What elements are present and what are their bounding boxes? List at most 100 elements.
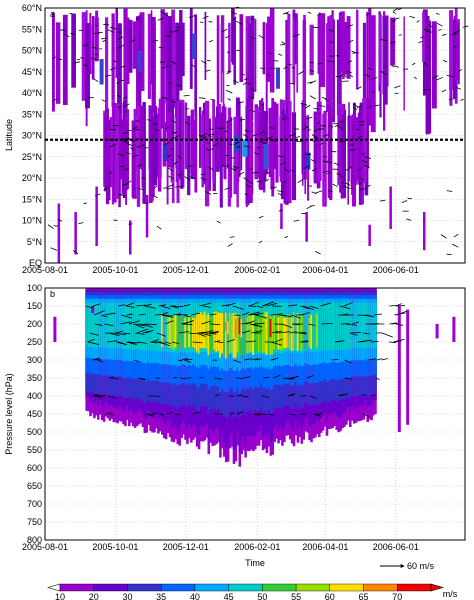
wind-vector xyxy=(452,45,457,48)
wind-streak xyxy=(455,21,460,81)
y-tick-label: 25°N xyxy=(22,152,42,162)
wind-streak xyxy=(150,116,154,187)
colorbar-cell xyxy=(59,583,94,592)
wind-cell xyxy=(180,313,183,349)
wind-streak xyxy=(339,118,344,183)
wind-vector xyxy=(258,240,263,244)
wind-vector xyxy=(453,233,459,238)
wind-vector xyxy=(280,162,287,165)
wind-vector xyxy=(446,190,453,192)
wind-vector xyxy=(315,413,320,416)
wind-vector xyxy=(113,60,119,63)
wind-vector xyxy=(420,36,424,39)
wind-streak xyxy=(330,14,333,135)
wind-vector xyxy=(318,104,326,107)
wind-cell xyxy=(349,302,352,350)
wind-vector xyxy=(381,332,393,338)
wind-cell xyxy=(122,302,125,350)
wind-vector xyxy=(102,39,106,42)
wind-vector xyxy=(133,359,140,362)
wind-vector xyxy=(117,106,122,109)
wind-vector xyxy=(313,107,320,110)
wind-vector xyxy=(151,194,158,199)
wind-cell xyxy=(145,302,149,351)
wind-vector xyxy=(226,164,230,167)
wind-vector xyxy=(349,74,354,78)
wind-vector xyxy=(347,39,354,44)
wind-vector xyxy=(323,133,330,137)
wind-vector xyxy=(199,302,211,307)
wind-vector xyxy=(229,236,235,238)
colorbar-tick-label: 20 xyxy=(89,592,99,600)
wind-vector xyxy=(73,61,81,64)
y-tick-label: 250 xyxy=(27,337,42,347)
wind-streak xyxy=(194,112,198,193)
wind-vector xyxy=(242,312,250,316)
wind-cell xyxy=(310,314,313,349)
wind-vector xyxy=(183,304,191,307)
wind-vector xyxy=(362,413,370,417)
wind-vector xyxy=(164,320,174,325)
wind-vector xyxy=(333,162,340,166)
wind-vector xyxy=(95,193,101,197)
wind-cell xyxy=(292,311,296,351)
wind-vector xyxy=(367,68,374,71)
wind-vector xyxy=(446,74,454,78)
wind-vector xyxy=(156,225,162,230)
wind-vector xyxy=(190,312,200,316)
wind-streak xyxy=(229,117,231,177)
wind-vector xyxy=(210,148,214,151)
wind-vector xyxy=(325,98,329,102)
wind-vector xyxy=(313,413,322,418)
wind-vector xyxy=(135,17,140,20)
wind-vector xyxy=(137,163,142,168)
wind-streak xyxy=(261,98,264,177)
wind-streak xyxy=(204,100,210,207)
wind-streak xyxy=(89,12,92,71)
wind-vector xyxy=(366,185,371,188)
wind-streak xyxy=(112,102,117,203)
wind-streak xyxy=(167,112,172,168)
wind-cell xyxy=(327,302,331,351)
panel-a-wind-vectors xyxy=(47,6,469,256)
wind-vector xyxy=(132,154,139,157)
wind-streak xyxy=(131,120,136,198)
wind-vector xyxy=(126,341,136,345)
wind-streak xyxy=(356,9,359,90)
wind-vector xyxy=(117,36,124,40)
wind-cell xyxy=(102,302,106,349)
colorbar-cell xyxy=(194,583,229,592)
wind-vector xyxy=(440,234,447,239)
wind-vector xyxy=(307,129,311,131)
wind-streak xyxy=(233,116,238,195)
wind-vector xyxy=(226,118,233,123)
wind-streak xyxy=(317,114,319,181)
wind-vector xyxy=(177,155,182,159)
wind-vector xyxy=(438,29,442,31)
wind-vector xyxy=(165,126,170,129)
wind-vector xyxy=(392,7,399,12)
wind-streak xyxy=(217,103,221,172)
wind-vector xyxy=(85,305,94,309)
wind-streak xyxy=(132,21,138,69)
y-tick-label: 200 xyxy=(27,319,42,329)
wind-vector xyxy=(282,11,290,15)
wind-vector xyxy=(104,323,114,327)
wind-vector xyxy=(109,67,116,71)
wind-vector xyxy=(341,313,349,316)
wind-cell xyxy=(87,302,90,347)
wind-core xyxy=(269,318,273,338)
wind-vector xyxy=(205,191,212,195)
wind-vector xyxy=(178,331,189,334)
wind-cell xyxy=(221,313,224,354)
wind-vector xyxy=(426,45,430,48)
wind-vector xyxy=(329,124,334,128)
wind-vector xyxy=(62,29,67,32)
wind-cell xyxy=(224,312,228,359)
panel-b-frame xyxy=(44,287,466,541)
wind-vector xyxy=(281,323,293,329)
wind-vector xyxy=(145,329,154,334)
wind-cell xyxy=(116,302,119,349)
wind-streak xyxy=(340,11,345,73)
wind-cell xyxy=(288,315,292,350)
